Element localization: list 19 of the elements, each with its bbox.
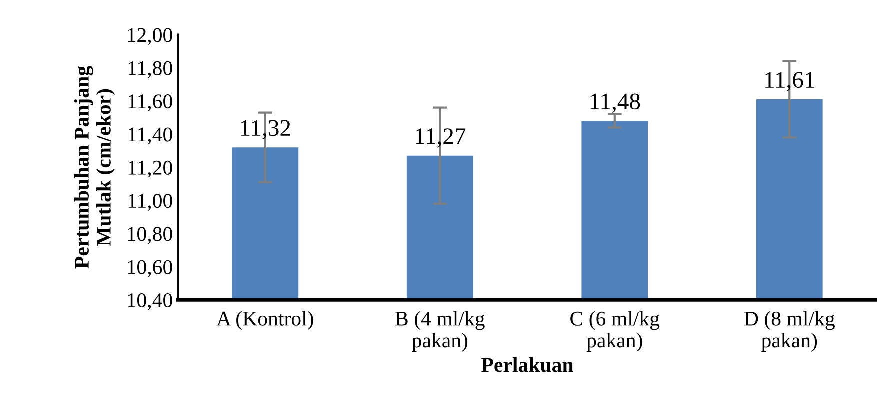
y-axis-title: Pertumbuhan Panjang Mutlak (cm/ekor) [74, 66, 116, 269]
data-label: 11,32 [241, 120, 290, 140]
y-tick-label: 10,40 [128, 293, 172, 311]
data-label: 11,48 [590, 94, 640, 114]
y-tick-label: 11,20 [128, 160, 172, 178]
x-tick-label: B (4 ml/kg pakan) [396, 311, 485, 352]
y-tick-label: 10,80 [128, 227, 172, 244]
x-tick-label: A (Kontrol) [216, 311, 314, 330]
x-tick-label: C (6 ml/kg pakan) [570, 311, 660, 352]
y-tick-label: 10,60 [128, 260, 172, 278]
data-label: 11,27 [416, 128, 466, 148]
x-axis-title: Perlakuan [482, 358, 574, 372]
y-tick-label: 11,40 [128, 128, 172, 145]
data-label: 11,61 [766, 72, 814, 92]
y-tick-label: 11,80 [128, 61, 172, 78]
y-tick-label: 11,00 [128, 194, 172, 212]
y-tick-label: 12,00 [128, 28, 172, 46]
x-tick-label: D (8 ml/kg pakan) [744, 311, 835, 352]
y-tick-label: 11,60 [128, 94, 172, 112]
